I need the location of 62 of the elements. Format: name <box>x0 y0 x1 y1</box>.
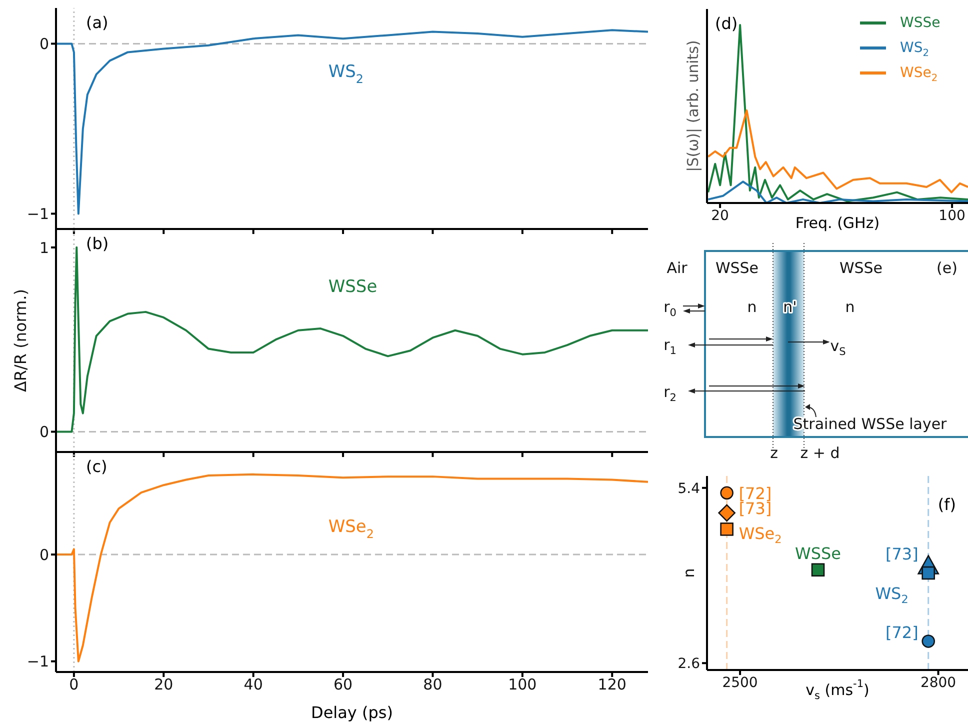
text: (e) <box>936 259 958 277</box>
series-label: WS$_{2}$ <box>328 62 364 86</box>
x-tick-label: 100 <box>508 676 537 694</box>
x-tick-label: 100 <box>938 208 966 224</box>
x-tick-label: 0 <box>69 676 79 694</box>
text: v$_{S}$ <box>830 337 846 358</box>
y-tick-label: 0 <box>39 35 49 54</box>
text: Air <box>666 259 688 277</box>
legend-label: WS$_{2}$ <box>900 40 929 59</box>
x-tick-label: 40 <box>244 676 263 694</box>
x-axis-title: Delay (ps) <box>311 702 393 722</box>
line-series <box>56 473 648 662</box>
x-tick-label: 20 <box>154 676 174 694</box>
x-tick-label: 2500 <box>722 674 758 691</box>
annotation: (a) <box>86 12 108 32</box>
annotation: (c) <box>86 456 108 476</box>
line-series <box>56 29 648 215</box>
series-label: WSSe <box>795 543 841 562</box>
text: WSe$_{2}$ <box>328 516 374 541</box>
text: n' <box>783 298 797 316</box>
text: WSSe <box>715 259 759 277</box>
x-tick-label: 80 <box>423 676 442 694</box>
point <box>718 504 736 522</box>
x-axis-title: v$_{s}$ (ms$^{-1}$) <box>806 678 870 702</box>
x-tick-label: 120 <box>598 676 626 694</box>
point <box>720 522 734 536</box>
y-tick-label: 5.4 <box>678 480 700 497</box>
y-axis-title: |S(ω)| (arb. units) <box>684 40 702 172</box>
point <box>922 566 936 580</box>
series-label: [73] <box>886 544 918 564</box>
text: n <box>845 298 855 316</box>
series-label: [72] <box>886 622 918 642</box>
x-tick-label: 2800 <box>920 674 956 691</box>
text: r$_{2}$ <box>664 383 676 404</box>
point <box>811 563 825 577</box>
text: z + d <box>800 444 840 462</box>
text: r$_{1}$ <box>664 336 676 357</box>
x-tick-label: 20 <box>711 208 729 224</box>
point <box>720 486 734 500</box>
annotation: (b) <box>86 234 109 252</box>
y-axis-title: ΔR/R (norm.) <box>10 288 30 392</box>
legend-label: WSSe <box>900 15 940 31</box>
x-tick-label: 60 <box>333 676 353 694</box>
annotation: (f) <box>938 494 956 514</box>
y-tick-label: −1 <box>26 652 49 671</box>
point <box>922 634 936 648</box>
y-tick-label: 2.6 <box>678 656 700 672</box>
y-tick-label: 0 <box>39 423 49 442</box>
y-tick-label: 1 <box>39 238 49 257</box>
text: n <box>747 298 757 316</box>
series-label: WSSe <box>328 276 378 297</box>
series-label: WS$_{2}$ <box>875 584 908 606</box>
series-label: WSe$_{2}$ <box>738 524 782 546</box>
x-axis-title: Freq. (GHz) <box>795 214 880 232</box>
text: r$_{0}$ <box>664 298 676 319</box>
text: WSSe <box>839 259 883 277</box>
y-tick-label: 0 <box>39 546 49 564</box>
y-tick-label: −1 <box>26 205 49 224</box>
y-axis-title: n <box>680 568 698 578</box>
text: z <box>770 444 778 462</box>
legend-label: WSe$_{2}$ <box>900 65 938 84</box>
annotation: (d) <box>715 14 738 32</box>
